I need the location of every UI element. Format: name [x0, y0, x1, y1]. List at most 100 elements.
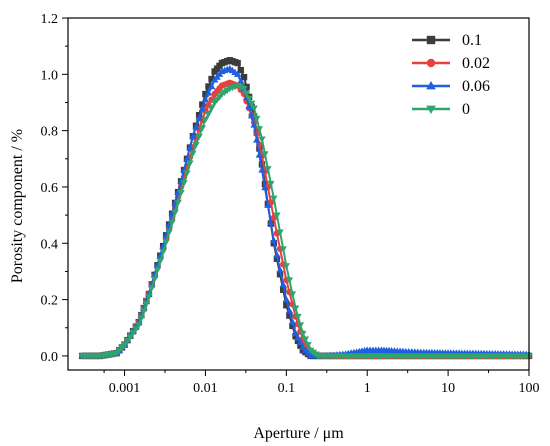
data-point	[174, 199, 182, 207]
data-point	[168, 219, 176, 226]
y-tick-label: 0.8	[41, 125, 59, 140]
data-point	[426, 105, 436, 115]
data-point	[233, 70, 242, 77]
data-point	[198, 125, 206, 132]
data-point	[195, 114, 203, 121]
series-3	[78, 83, 533, 360]
data-point	[162, 239, 170, 246]
y-tick-label: 0.6	[41, 181, 59, 196]
data-point	[189, 150, 197, 158]
data-point	[426, 58, 436, 68]
data-point	[135, 322, 143, 329]
data-point	[192, 123, 200, 130]
data-point	[240, 73, 248, 81]
data-point	[294, 337, 302, 345]
data-point	[165, 229, 173, 236]
data-point	[261, 151, 269, 158]
legend-label: 0	[462, 101, 470, 118]
data-point	[247, 100, 256, 108]
y-tick-label: 0.2	[41, 294, 59, 309]
data-point	[285, 277, 294, 284]
data-point	[123, 338, 132, 345]
data-point	[283, 302, 290, 309]
data-point	[276, 229, 284, 236]
data-point	[156, 258, 164, 265]
data-point	[258, 136, 266, 143]
data-point	[301, 336, 310, 343]
data-point	[426, 35, 436, 45]
y-tick-label: 0.0	[41, 350, 59, 365]
data-point	[186, 160, 194, 167]
data-point	[282, 263, 291, 270]
data-point	[253, 136, 261, 143]
data-point	[150, 276, 159, 283]
data-point	[288, 291, 297, 298]
series-line	[82, 81, 529, 357]
series-1	[79, 79, 533, 360]
data-point	[247, 112, 256, 119]
data-point	[245, 95, 253, 103]
data-point	[294, 313, 302, 321]
data-point	[237, 66, 245, 74]
y-tick-label: 1.2	[41, 12, 59, 27]
data-point	[279, 280, 287, 288]
data-point	[242, 90, 251, 98]
data-point	[304, 342, 312, 349]
data-point	[205, 83, 212, 90]
data-point	[207, 105, 216, 112]
data-point	[204, 111, 213, 118]
data-point	[270, 195, 278, 203]
data-point	[234, 59, 241, 67]
data-point	[270, 236, 278, 244]
data-point	[297, 342, 304, 349]
data-point	[137, 315, 145, 322]
data-point	[148, 285, 156, 292]
y-tick-label: 0.4	[41, 237, 59, 252]
data-point	[183, 170, 191, 177]
data-point	[171, 209, 179, 217]
data-point	[279, 286, 287, 293]
data-point	[296, 338, 305, 346]
data-point	[292, 333, 299, 340]
data-point	[195, 133, 203, 141]
data-point	[267, 219, 275, 226]
data-point	[245, 102, 253, 110]
series-line	[82, 84, 529, 357]
data-point	[255, 126, 264, 133]
data-point	[299, 330, 307, 338]
data-point	[180, 180, 188, 187]
data-point	[250, 105, 258, 112]
data-point	[132, 326, 140, 333]
x-tick-label: 0.1	[278, 381, 296, 396]
legend-label: 0.02	[462, 55, 490, 72]
data-point	[129, 330, 137, 337]
plot-area	[78, 57, 533, 360]
data-point	[120, 342, 129, 349]
data-point	[258, 166, 266, 173]
data-point	[198, 104, 206, 112]
data-point	[253, 115, 261, 123]
data-point	[276, 266, 284, 273]
data-point	[142, 301, 151, 308]
data-point	[291, 329, 300, 336]
legend-label: 0.1	[462, 32, 482, 49]
data-point	[264, 201, 272, 208]
x-tick-label: 100	[519, 381, 540, 396]
data-point	[273, 212, 281, 219]
data-point	[285, 307, 294, 314]
data-point	[192, 142, 200, 149]
x-tick-label: 0.001	[109, 381, 141, 396]
x-tick-label: 1	[364, 381, 371, 396]
data-point	[273, 251, 281, 258]
data-point	[240, 85, 248, 93]
data-point	[202, 90, 209, 98]
data-point	[183, 154, 191, 162]
data-point	[199, 101, 206, 108]
data-point	[145, 294, 153, 301]
data-point	[282, 295, 291, 303]
data-point	[296, 322, 305, 329]
data-point	[267, 180, 275, 188]
y-axis-title: Porosity component / %	[9, 129, 26, 283]
x-tick-label: 0.01	[193, 381, 218, 396]
